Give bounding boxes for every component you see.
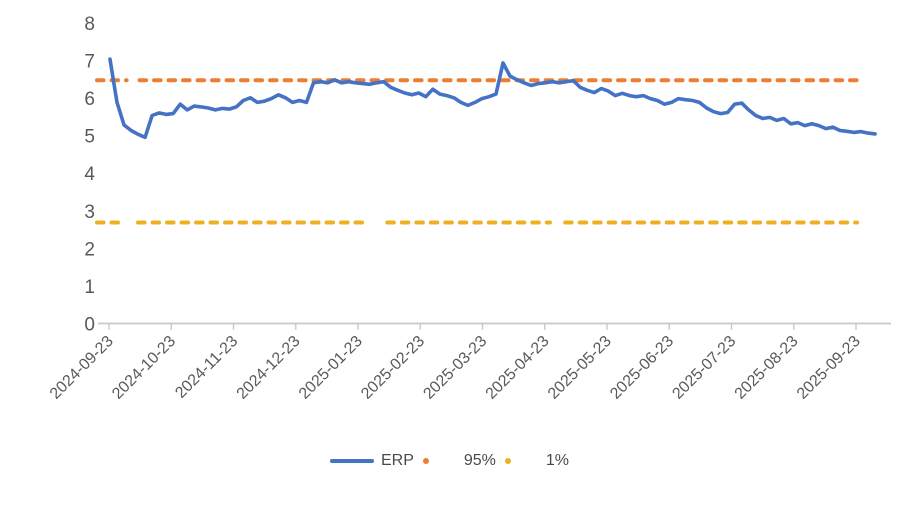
orange-dash-icon bbox=[422, 458, 429, 464]
x-axis-label: 2025-07-23 bbox=[669, 333, 739, 403]
legend-95-dash-sample bbox=[421, 458, 457, 464]
y-axis-label: 2 bbox=[84, 239, 95, 260]
y-axis-label: 8 bbox=[84, 14, 95, 35]
y-axis-label: 7 bbox=[84, 52, 95, 73]
x-axis-label: 2025-05-23 bbox=[545, 333, 615, 403]
x-axis-label: 2024-10-23 bbox=[109, 333, 179, 403]
x-axis-label: 2025-09-23 bbox=[794, 333, 864, 403]
x-axis-label: 2025-03-23 bbox=[420, 333, 490, 403]
legend-1-dash-sample bbox=[503, 458, 539, 464]
gold-dash-icon bbox=[504, 458, 511, 464]
y-axis-label: 5 bbox=[84, 127, 95, 148]
x-axis-label: 2025-01-23 bbox=[296, 333, 366, 403]
legend-label-1: 1% bbox=[545, 452, 570, 469]
x-axis-label: 2024-11-23 bbox=[172, 333, 241, 402]
x-axis-label: 2024-09-23 bbox=[47, 333, 117, 403]
y-axis-label: 1 bbox=[84, 277, 95, 298]
x-axis-label: 2025-06-23 bbox=[607, 333, 677, 403]
legend-label-erp: ERP bbox=[380, 452, 414, 469]
y-axis-label: 3 bbox=[84, 202, 95, 223]
y-axis-label: 6 bbox=[84, 89, 95, 110]
legend-label-95: 95% bbox=[463, 452, 496, 469]
x-axis-label: 2024-12-23 bbox=[234, 333, 304, 403]
y-axis-label: 0 bbox=[84, 314, 95, 335]
x-axis-label: 2025-02-23 bbox=[358, 333, 428, 403]
x-axis-label: 2025-08-23 bbox=[732, 333, 802, 403]
legend-erp-line-sample bbox=[329, 459, 374, 463]
x-axis-label: 2025-04-23 bbox=[483, 333, 553, 403]
legend: ERP 95% 1% bbox=[0, 453, 899, 469]
erp-series-line bbox=[108, 57, 877, 140]
y-axis-label: 4 bbox=[84, 164, 95, 185]
